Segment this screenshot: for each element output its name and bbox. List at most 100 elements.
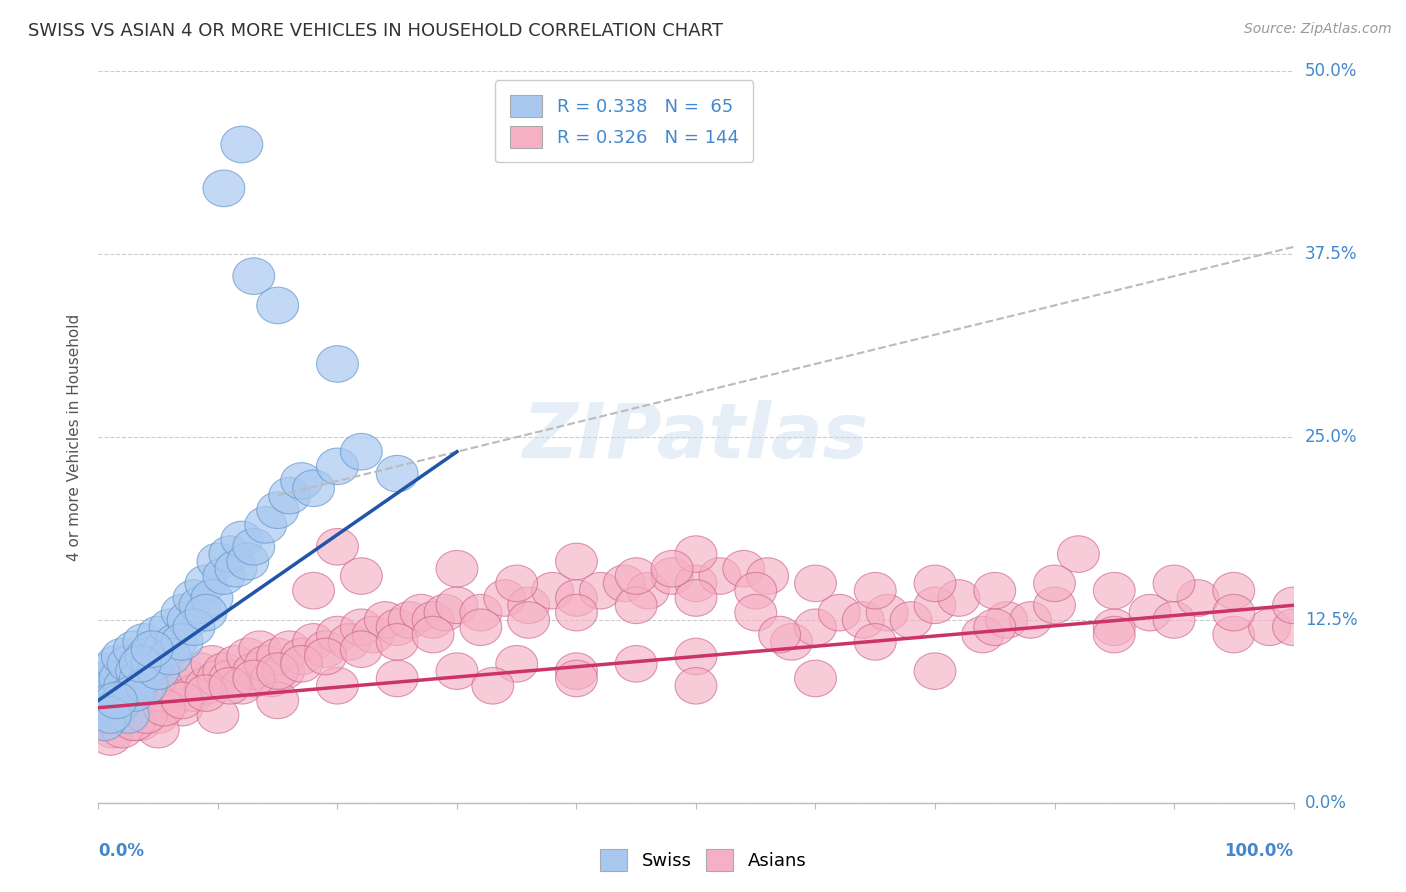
Ellipse shape (111, 704, 153, 740)
Ellipse shape (120, 646, 162, 682)
Ellipse shape (120, 660, 162, 697)
Ellipse shape (149, 609, 191, 646)
Ellipse shape (202, 653, 245, 690)
Ellipse shape (173, 674, 215, 712)
Ellipse shape (143, 674, 186, 712)
Ellipse shape (1094, 573, 1135, 609)
Ellipse shape (818, 594, 860, 631)
Ellipse shape (96, 674, 138, 712)
Ellipse shape (316, 667, 359, 704)
Ellipse shape (269, 477, 311, 514)
Ellipse shape (938, 580, 980, 616)
Ellipse shape (186, 667, 226, 704)
Ellipse shape (425, 594, 465, 631)
Ellipse shape (263, 653, 305, 690)
Ellipse shape (914, 653, 956, 690)
Ellipse shape (104, 697, 146, 733)
Ellipse shape (179, 587, 221, 624)
Ellipse shape (215, 646, 257, 682)
Ellipse shape (131, 646, 173, 682)
Ellipse shape (197, 660, 239, 697)
Ellipse shape (1272, 587, 1315, 624)
Ellipse shape (125, 639, 167, 674)
Text: 50.0%: 50.0% (1305, 62, 1357, 80)
Ellipse shape (114, 704, 155, 740)
Ellipse shape (209, 667, 250, 704)
Ellipse shape (191, 580, 233, 616)
Ellipse shape (603, 566, 645, 602)
Text: SWISS VS ASIAN 4 OR MORE VEHICLES IN HOUSEHOLD CORRELATION CHART: SWISS VS ASIAN 4 OR MORE VEHICLES IN HOU… (28, 22, 723, 40)
Ellipse shape (245, 646, 287, 682)
Ellipse shape (221, 127, 263, 162)
Ellipse shape (90, 697, 131, 733)
Ellipse shape (131, 631, 173, 667)
Ellipse shape (257, 287, 298, 324)
Text: 0.0%: 0.0% (98, 842, 145, 860)
Ellipse shape (914, 587, 956, 624)
Ellipse shape (122, 667, 165, 704)
Ellipse shape (1213, 594, 1254, 631)
Ellipse shape (890, 601, 932, 639)
Ellipse shape (675, 667, 717, 704)
Ellipse shape (1094, 616, 1135, 653)
Ellipse shape (120, 704, 162, 740)
Ellipse shape (162, 624, 202, 660)
Ellipse shape (87, 653, 129, 690)
Ellipse shape (747, 558, 789, 594)
Ellipse shape (436, 653, 478, 690)
Ellipse shape (186, 674, 226, 712)
Ellipse shape (616, 646, 657, 682)
Ellipse shape (162, 682, 202, 719)
Ellipse shape (86, 690, 128, 726)
Ellipse shape (305, 639, 346, 674)
Ellipse shape (555, 660, 598, 697)
Ellipse shape (91, 712, 134, 747)
Ellipse shape (675, 536, 717, 573)
Ellipse shape (1033, 566, 1076, 602)
Ellipse shape (96, 682, 138, 719)
Ellipse shape (233, 660, 274, 697)
Ellipse shape (1129, 594, 1171, 631)
Ellipse shape (239, 631, 281, 667)
Ellipse shape (107, 646, 149, 682)
Ellipse shape (1177, 580, 1219, 616)
Text: 37.5%: 37.5% (1305, 245, 1357, 263)
Ellipse shape (460, 609, 502, 646)
Ellipse shape (281, 646, 322, 682)
Ellipse shape (508, 601, 550, 639)
Ellipse shape (131, 682, 173, 719)
Ellipse shape (412, 616, 454, 653)
Ellipse shape (111, 674, 153, 712)
Ellipse shape (460, 594, 502, 631)
Ellipse shape (699, 558, 741, 594)
Ellipse shape (114, 631, 155, 667)
Ellipse shape (257, 639, 298, 674)
Ellipse shape (555, 580, 598, 616)
Y-axis label: 4 or more Vehicles in Household: 4 or more Vehicles in Household (67, 313, 83, 561)
Ellipse shape (388, 601, 430, 639)
Ellipse shape (1213, 616, 1254, 653)
Ellipse shape (508, 587, 550, 624)
Ellipse shape (101, 682, 143, 719)
Ellipse shape (496, 566, 537, 602)
Ellipse shape (496, 646, 537, 682)
Ellipse shape (651, 550, 693, 587)
Ellipse shape (87, 682, 129, 719)
Ellipse shape (226, 639, 269, 674)
Ellipse shape (186, 566, 226, 602)
Ellipse shape (316, 346, 359, 383)
Ellipse shape (986, 601, 1028, 639)
Legend: Swiss, Asians: Swiss, Asians (593, 842, 813, 879)
Text: 12.5%: 12.5% (1305, 611, 1357, 629)
Ellipse shape (202, 170, 245, 207)
Ellipse shape (125, 690, 167, 726)
Ellipse shape (101, 667, 143, 704)
Ellipse shape (735, 573, 776, 609)
Ellipse shape (723, 550, 765, 587)
Ellipse shape (292, 624, 335, 660)
Ellipse shape (472, 667, 513, 704)
Ellipse shape (377, 624, 418, 660)
Ellipse shape (122, 624, 165, 660)
Ellipse shape (794, 566, 837, 602)
Ellipse shape (138, 653, 179, 690)
